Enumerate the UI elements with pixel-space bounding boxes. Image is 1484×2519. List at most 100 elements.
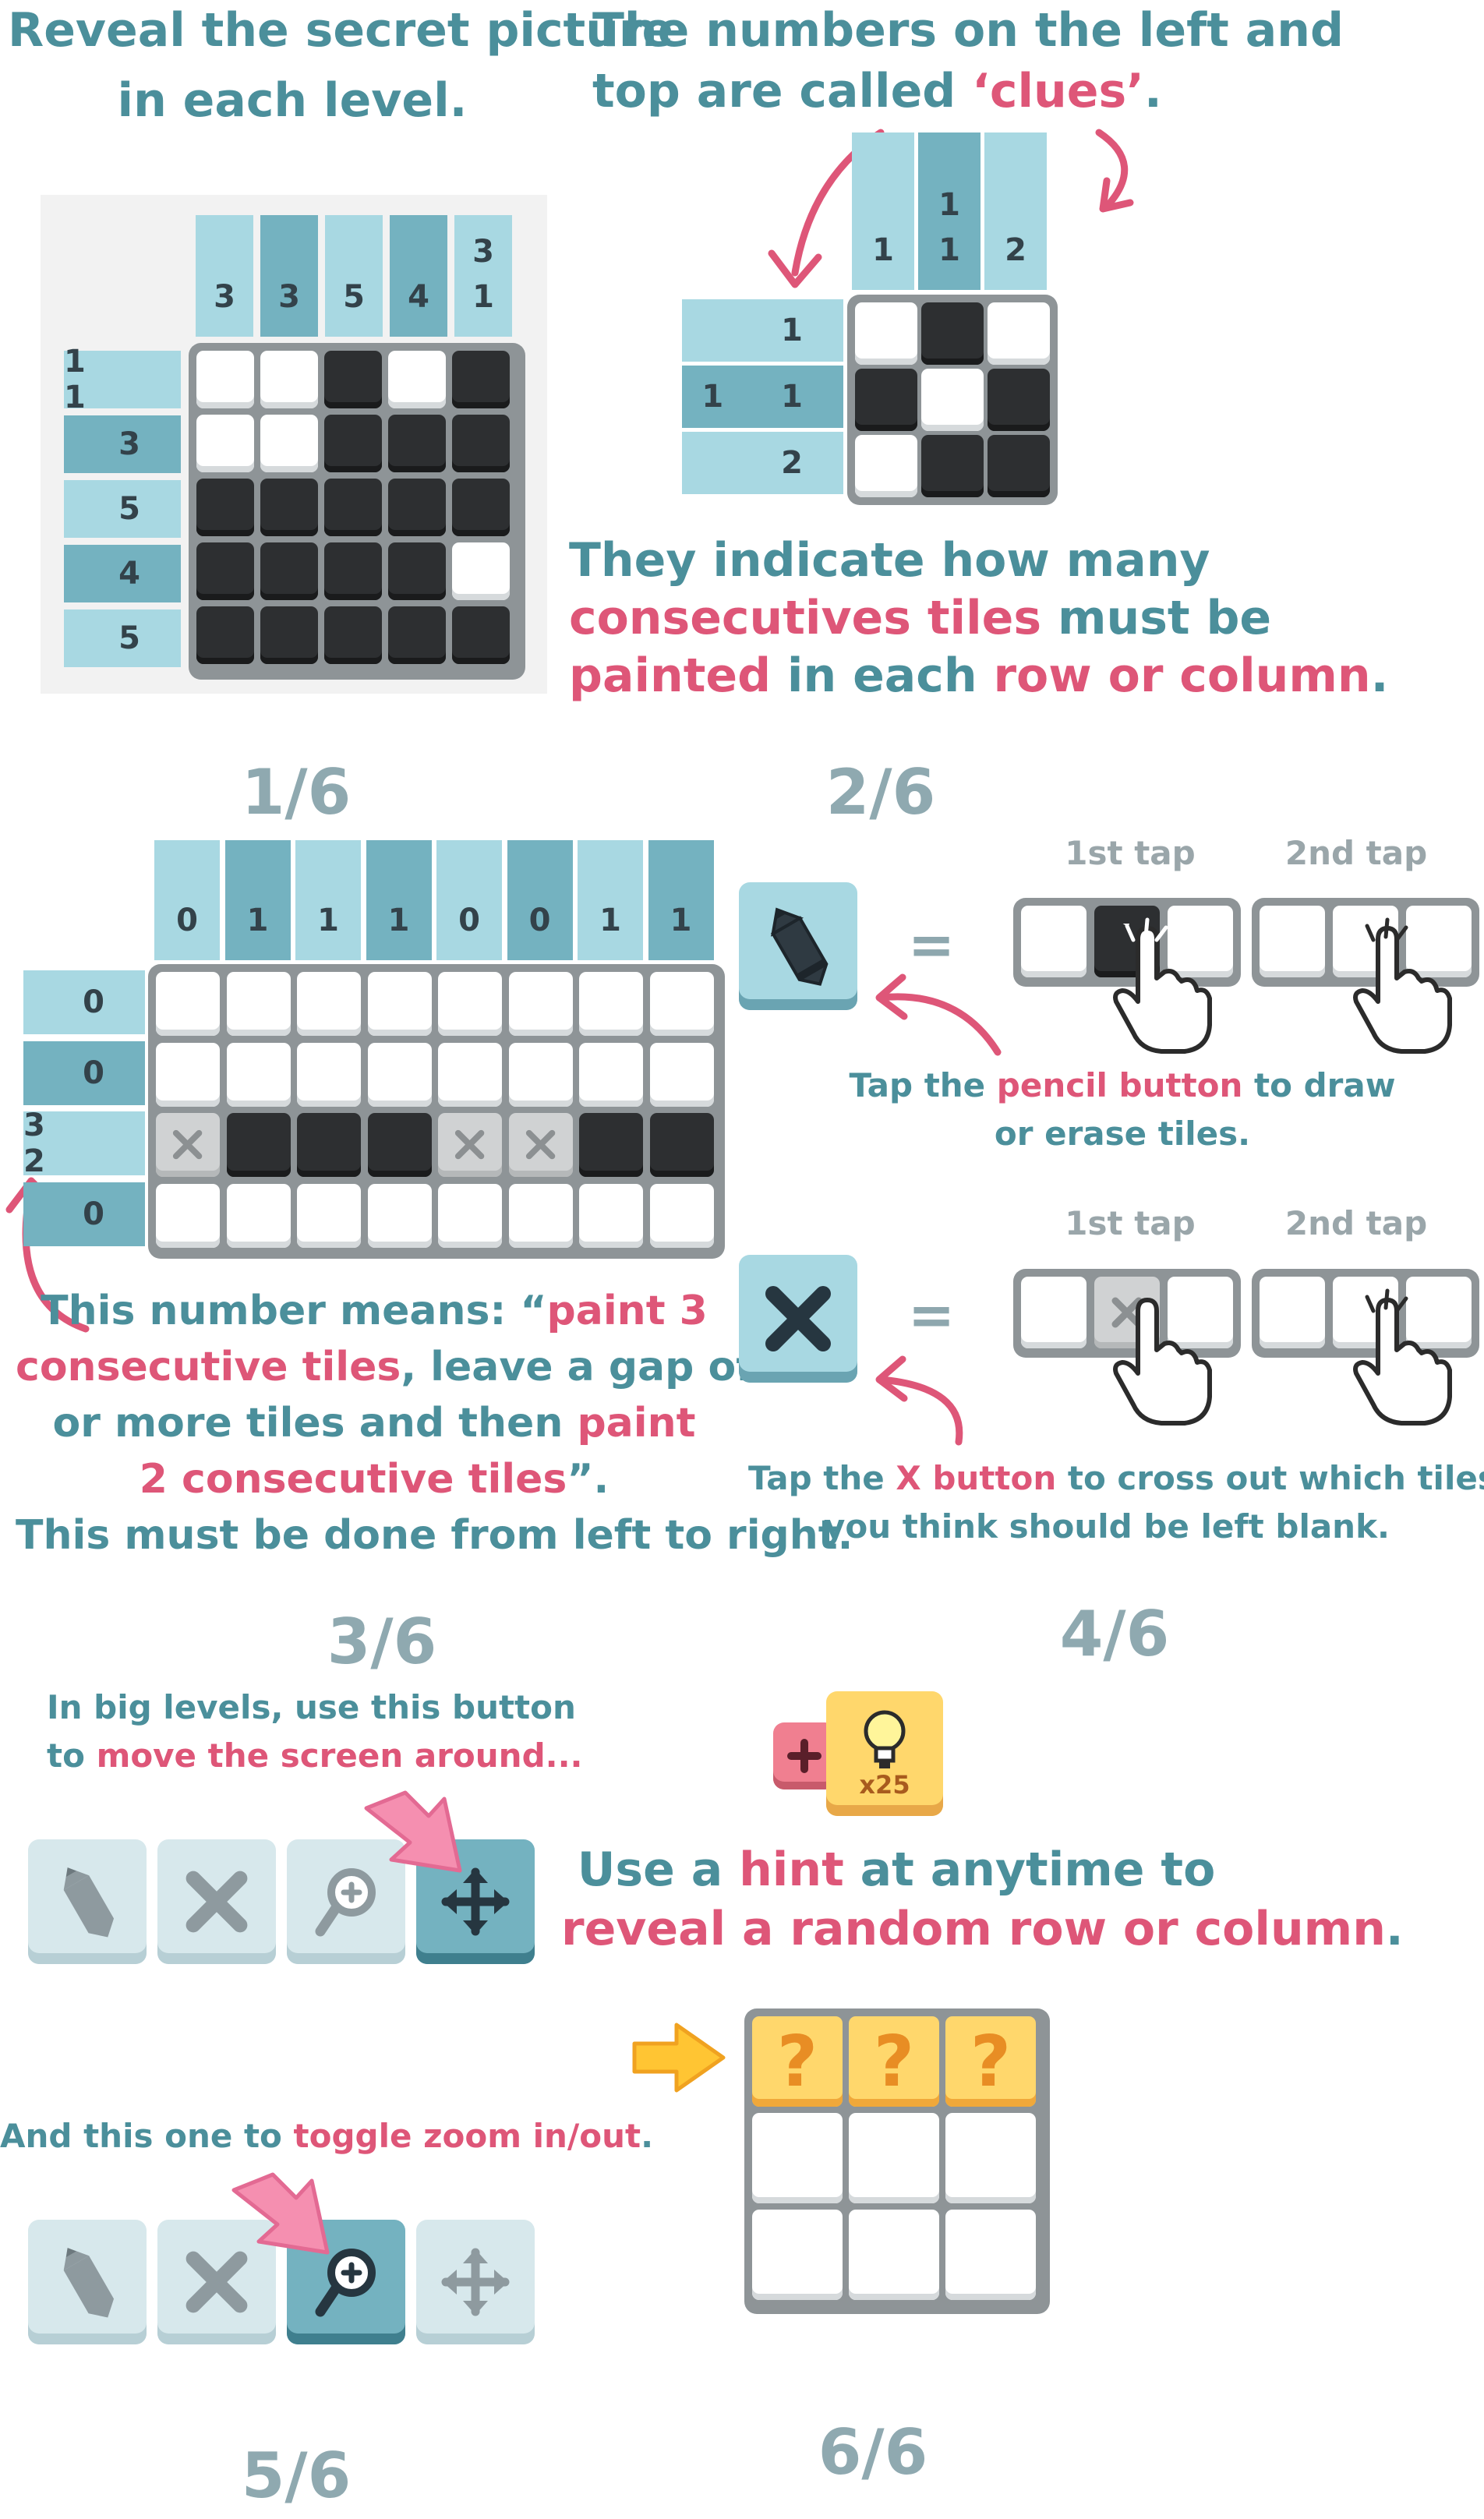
hint-revealed-tile[interactable]: ? bbox=[849, 2016, 939, 2107]
tile-empty[interactable] bbox=[367, 1042, 432, 1107]
tile-filled[interactable] bbox=[988, 369, 1050, 431]
tile-empty[interactable] bbox=[649, 972, 714, 1036]
tile-filled[interactable] bbox=[260, 542, 318, 600]
tile-filled[interactable] bbox=[388, 542, 446, 600]
tile-filled[interactable] bbox=[324, 479, 382, 536]
tile-empty[interactable] bbox=[226, 1042, 291, 1107]
pencil-button[interactable] bbox=[739, 882, 857, 1010]
page4-line2-a: reveal a random bbox=[561, 1902, 1009, 1956]
tile-empty[interactable] bbox=[508, 972, 573, 1036]
tile-crossed[interactable] bbox=[438, 1113, 502, 1177]
clue-number: 1 bbox=[938, 232, 960, 268]
tile-empty[interactable] bbox=[988, 302, 1050, 365]
tile-empty[interactable] bbox=[649, 1042, 714, 1107]
tile-filled[interactable] bbox=[260, 479, 318, 536]
tile-filled[interactable] bbox=[196, 542, 254, 600]
tile-empty[interactable] bbox=[945, 2210, 1036, 2300]
row-clue: 4 bbox=[64, 545, 181, 602]
tile-filled[interactable] bbox=[388, 415, 446, 472]
toolbar1-zoom-button[interactable] bbox=[287, 1839, 405, 1964]
page3-zoom-a: And this one to bbox=[0, 2117, 294, 2155]
tile-crossed[interactable] bbox=[508, 1113, 573, 1177]
tile-filled[interactable] bbox=[452, 415, 510, 472]
tile-empty[interactable] bbox=[297, 1183, 361, 1248]
hint-plus-button[interactable] bbox=[773, 1722, 836, 1789]
tile-filled[interactable] bbox=[324, 542, 382, 600]
tile-filled[interactable] bbox=[921, 435, 984, 497]
tile-filled[interactable] bbox=[388, 479, 446, 536]
toolbar2-move-button[interactable] bbox=[416, 2220, 535, 2344]
cross-tap1-strip bbox=[1013, 1269, 1241, 1358]
tile-empty[interactable] bbox=[297, 972, 361, 1036]
toolbar2-pencil-button[interactable] bbox=[28, 2220, 147, 2344]
tile-filled[interactable] bbox=[297, 1113, 361, 1177]
tile-empty[interactable] bbox=[945, 2113, 1036, 2203]
tile-filled[interactable] bbox=[921, 302, 984, 365]
tile-empty[interactable] bbox=[367, 972, 432, 1036]
tile-filled[interactable] bbox=[196, 606, 254, 664]
tile-empty[interactable] bbox=[452, 542, 510, 600]
clues-word: ‘clues’ bbox=[972, 64, 1144, 118]
tile-filled[interactable] bbox=[388, 606, 446, 664]
tile-filled[interactable] bbox=[324, 415, 382, 472]
tile-empty[interactable] bbox=[438, 1183, 502, 1248]
hint-revealed-tile[interactable]: ? bbox=[945, 2016, 1036, 2107]
tile-empty[interactable] bbox=[579, 972, 643, 1036]
toolbar1-pencil-button[interactable] bbox=[28, 1839, 147, 1964]
tile-empty[interactable] bbox=[849, 2210, 939, 2300]
tile-filled[interactable] bbox=[452, 606, 510, 664]
tile-filled[interactable] bbox=[324, 351, 382, 408]
tile-filled[interactable] bbox=[324, 606, 382, 664]
tile-empty[interactable] bbox=[226, 972, 291, 1036]
tile-empty[interactable] bbox=[388, 351, 446, 408]
hint-button[interactable]: x25 bbox=[826, 1691, 943, 1816]
tile-filled[interactable] bbox=[988, 435, 1050, 497]
tile-filled[interactable] bbox=[367, 1113, 432, 1177]
tile-empty[interactable] bbox=[196, 351, 254, 408]
tile-empty[interactable] bbox=[649, 1183, 714, 1248]
toolbar2-cross-button[interactable] bbox=[157, 2220, 276, 2344]
tile-empty[interactable] bbox=[508, 1042, 573, 1107]
tile-empty[interactable] bbox=[855, 435, 917, 497]
pencil-line1-c: to draw bbox=[1242, 1066, 1396, 1104]
tile-empty[interactable] bbox=[855, 302, 917, 365]
clue-number: 3 bbox=[472, 234, 494, 270]
tile-filled[interactable] bbox=[196, 479, 254, 536]
tile-empty[interactable] bbox=[226, 1183, 291, 1248]
tile-filled[interactable] bbox=[855, 369, 917, 431]
tile-crossed[interactable] bbox=[156, 1113, 220, 1177]
tap-spark-icon bbox=[1125, 917, 1168, 942]
tile-empty[interactable] bbox=[579, 1183, 643, 1248]
hand-pointer-icon bbox=[1353, 926, 1452, 1054]
tile-filled[interactable] bbox=[226, 1113, 291, 1177]
hint-revealed-tile[interactable]: ? bbox=[752, 2016, 843, 2107]
column-clue: 5 bbox=[325, 215, 383, 337]
tile-filled[interactable] bbox=[452, 479, 510, 536]
tile-empty[interactable] bbox=[921, 369, 984, 431]
tile-empty[interactable] bbox=[579, 1042, 643, 1107]
tile-empty[interactable] bbox=[508, 1183, 573, 1248]
tile-empty[interactable] bbox=[156, 972, 220, 1036]
tile-empty[interactable] bbox=[297, 1042, 361, 1107]
tile-empty[interactable] bbox=[260, 415, 318, 472]
toolbar1-cross-button[interactable] bbox=[157, 1839, 276, 1964]
tile-empty[interactable] bbox=[196, 415, 254, 472]
tile-empty[interactable] bbox=[367, 1183, 432, 1248]
cross-icon bbox=[765, 1286, 831, 1351]
tile-empty[interactable] bbox=[156, 1042, 220, 1107]
tile-empty[interactable] bbox=[438, 972, 502, 1036]
tile-filled[interactable] bbox=[452, 351, 510, 408]
tile-empty[interactable] bbox=[156, 1183, 220, 1248]
tile-empty[interactable] bbox=[849, 2113, 939, 2203]
column-clue: 1 bbox=[578, 840, 643, 960]
tile-empty[interactable] bbox=[260, 351, 318, 408]
tile-empty[interactable] bbox=[752, 2210, 843, 2300]
tile-filled[interactable] bbox=[579, 1113, 643, 1177]
cross-button[interactable] bbox=[739, 1255, 857, 1383]
example-big-board bbox=[189, 343, 525, 680]
tile-filled[interactable] bbox=[260, 606, 318, 664]
tile-empty[interactable] bbox=[752, 2113, 843, 2203]
tile-empty[interactable] bbox=[438, 1042, 502, 1107]
tile-filled[interactable] bbox=[649, 1113, 714, 1177]
